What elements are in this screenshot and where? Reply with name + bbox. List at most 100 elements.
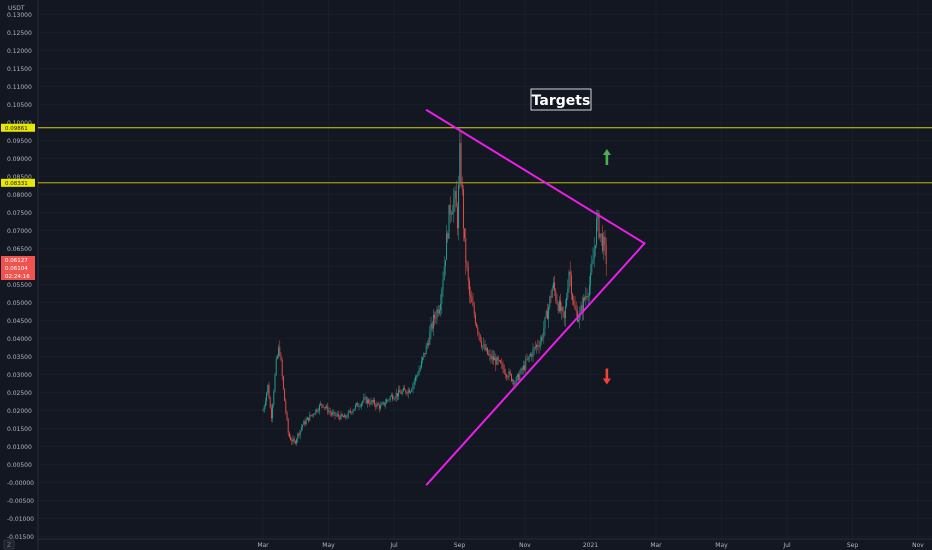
lower-trendline[interactable] xyxy=(425,242,646,486)
candle-body xyxy=(376,403,378,407)
candle-body xyxy=(575,309,577,312)
candle-body xyxy=(335,415,337,416)
candle-body xyxy=(453,198,455,213)
candle-body xyxy=(568,271,570,289)
candle-body xyxy=(428,343,430,345)
candle-body xyxy=(402,388,404,392)
y-tick-label: 0.03000 xyxy=(7,372,32,379)
candle-body xyxy=(557,303,559,312)
candle-body xyxy=(274,374,276,392)
candle-body xyxy=(347,411,349,418)
candle-body xyxy=(449,204,451,215)
candle-body xyxy=(315,409,317,414)
y-tick-label: 0.07000 xyxy=(7,228,32,235)
candle-body xyxy=(520,368,522,374)
candle-body xyxy=(540,337,542,342)
y-tick-label: 0.00500 xyxy=(7,462,32,469)
y-tick-label: 0.09000 xyxy=(7,156,32,163)
candle-body xyxy=(530,354,532,357)
candle-body xyxy=(424,352,426,355)
candle-body xyxy=(297,433,299,440)
upper-trendline[interactable] xyxy=(425,109,646,245)
candle-body xyxy=(512,380,514,382)
candle-body xyxy=(444,260,446,267)
candle-body xyxy=(542,337,544,338)
horizontal-levels[interactable]: 0.09861 0.08331 xyxy=(1,123,932,187)
candle-body xyxy=(420,360,422,368)
candle-body xyxy=(410,391,412,393)
candle-body xyxy=(605,244,607,265)
candle-body xyxy=(329,411,331,413)
candle-body xyxy=(603,236,605,252)
candle-body xyxy=(509,371,511,375)
candle-body xyxy=(280,355,282,360)
candle-body xyxy=(470,294,472,297)
candle-body xyxy=(292,438,294,442)
candle-body xyxy=(300,427,302,431)
candle-body xyxy=(386,400,388,404)
candle-body xyxy=(395,393,397,398)
previous-price-tag xyxy=(1,264,35,272)
candle-body xyxy=(429,331,431,345)
candle-body xyxy=(396,393,398,397)
y-tick-label: 0.10500 xyxy=(7,102,32,109)
candle-body xyxy=(357,403,359,407)
candle-body xyxy=(458,184,460,229)
candle-body xyxy=(569,271,571,276)
candle-body xyxy=(496,357,498,365)
candle-body xyxy=(296,439,298,444)
candle-body xyxy=(426,343,428,346)
candle-body xyxy=(275,358,277,375)
chart-settings-icon[interactable]: Z xyxy=(3,539,15,550)
candle-body xyxy=(435,318,437,319)
candle-body xyxy=(312,414,314,415)
candle-body xyxy=(526,359,528,360)
candle-body xyxy=(460,143,462,182)
candle-body xyxy=(533,347,535,349)
candle-body xyxy=(564,306,566,319)
arrow-down-icon xyxy=(602,368,611,385)
candle-body xyxy=(592,258,594,265)
candle-body xyxy=(515,377,517,383)
candle-body xyxy=(308,417,310,421)
candle-body xyxy=(430,323,432,332)
candle-body xyxy=(273,391,275,405)
candle-body xyxy=(390,394,392,397)
candle-body xyxy=(378,404,380,409)
candle-body xyxy=(478,332,480,335)
candle-body xyxy=(466,262,468,268)
candle-body xyxy=(486,347,488,355)
candle-body xyxy=(514,382,516,385)
bar-countdown-tag-label: 02:24:16 xyxy=(5,274,30,280)
candle-body xyxy=(345,415,347,418)
y-tick-label: -0.00000 xyxy=(7,480,34,487)
candle-body xyxy=(276,356,278,359)
candle-body xyxy=(578,319,580,322)
candle-body xyxy=(440,303,442,311)
candle-body xyxy=(504,373,506,375)
candle-body xyxy=(369,402,371,405)
candle-body xyxy=(326,406,328,408)
candle-body xyxy=(348,410,350,412)
current-price-tags: 0.06127 0.06104 02:24:16 xyxy=(1,256,35,280)
candle-body xyxy=(338,414,340,417)
candle-body xyxy=(483,344,485,347)
candle-body xyxy=(482,346,484,347)
candle-body xyxy=(365,397,367,404)
candle-body xyxy=(339,416,341,420)
y-tick-label: 0.03500 xyxy=(7,354,32,361)
level-price-tag xyxy=(1,123,35,132)
candle-body xyxy=(317,410,319,412)
candle-body xyxy=(443,266,445,280)
targets-annotation[interactable]: Targets xyxy=(530,88,592,111)
candle-body xyxy=(600,233,602,235)
candle-body xyxy=(417,375,419,376)
x-tick-label: 2021 xyxy=(583,542,598,549)
candle-body xyxy=(524,365,526,370)
candle-body xyxy=(320,403,322,405)
level-price-label: 0.08331 xyxy=(5,181,28,187)
candle-body xyxy=(477,326,479,333)
triangle-trendlines[interactable] xyxy=(425,109,646,486)
